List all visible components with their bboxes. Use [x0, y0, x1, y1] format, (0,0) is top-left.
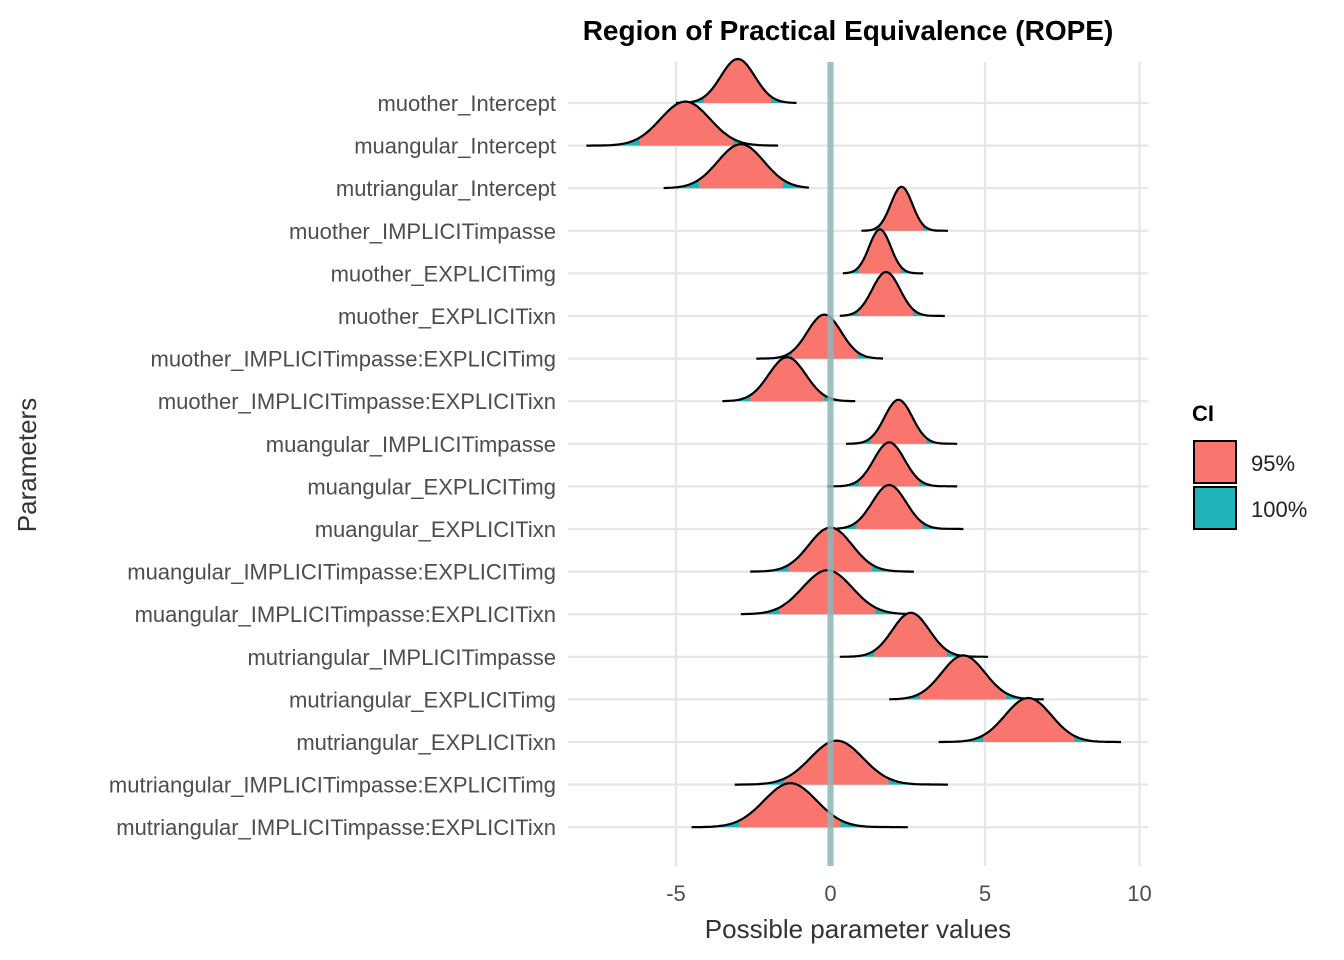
parameter-label: muother_IMPLICITimpasse:EXPLICITimg — [151, 347, 557, 372]
density-outline — [691, 782, 908, 829]
parameter-label: mutriangular_Intercept — [336, 176, 556, 201]
parameter-label: muother_EXPLICITixn — [338, 304, 556, 329]
ci-95-area — [920, 655, 1006, 700]
parameter-label: mutriangular_IMPLICITimpasse:EXPLICITixn — [116, 815, 556, 840]
legend-key-95 — [1193, 440, 1237, 484]
legend-title: CI — [1192, 401, 1214, 426]
parameter-label: muangular_IMPLICITimpasse:EXPLICITixn — [135, 602, 556, 627]
grid-lines — [568, 62, 1148, 866]
density-outline — [676, 57, 797, 104]
x-tick-label: 5 — [979, 881, 991, 906]
x-axis-title: Possible parameter values — [705, 914, 1011, 944]
ridge — [846, 398, 958, 445]
density-outline — [827, 441, 958, 488]
ci-95-area — [856, 485, 923, 529]
x-tick-labels: -5 0 5 10 — [666, 881, 1152, 906]
parameter-label: muother_EXPLICITimg — [331, 261, 556, 286]
parameter-label: muother_Intercept — [377, 91, 556, 116]
parameter-label: mutriangular_EXPLICITimg — [289, 687, 556, 712]
parameter-label: muother_IMPLICITimpasse — [289, 219, 556, 244]
ridge — [861, 185, 948, 232]
ci-95-area — [858, 229, 901, 274]
density-ridges — [586, 57, 1121, 829]
density-outline — [861, 185, 948, 232]
ridge — [734, 739, 948, 786]
ridge — [691, 782, 908, 829]
ci-95-area — [784, 740, 889, 785]
ci-95-area — [699, 144, 784, 189]
ridge — [722, 356, 856, 403]
density-outline — [756, 313, 883, 360]
parameter-label: muangular_EXPLICITimg — [307, 474, 556, 499]
density-outline — [663, 143, 809, 190]
parameter-label: muangular_IMPLICITimpasse — [266, 432, 556, 457]
ci-95-area — [704, 59, 772, 103]
density-outline — [586, 100, 779, 147]
ridge — [839, 611, 989, 658]
ci-95-area — [983, 698, 1075, 742]
parameter-label: muangular_Intercept — [354, 134, 556, 159]
ci-95-area — [791, 314, 858, 359]
rope-band — [827, 62, 834, 866]
ci-95-area — [874, 612, 947, 657]
legend-key-100 — [1193, 486, 1237, 530]
x-tick-label: -5 — [666, 881, 686, 906]
parameter-label: muangular_IMPLICITimpasse:EXPLICITimg — [127, 560, 556, 585]
ridge — [827, 441, 958, 488]
density-outline — [889, 654, 1044, 701]
ridge — [836, 483, 964, 531]
ci-95-area — [859, 442, 920, 487]
ridge — [740, 569, 914, 616]
ridge — [842, 228, 924, 275]
ci-95-area — [639, 101, 734, 146]
parameter-label: muother_IMPLICITimpasse:EXPLICITixn — [158, 389, 556, 414]
ridge — [663, 143, 809, 190]
x-tick-label: 0 — [824, 881, 836, 906]
parameter-label: mutriangular_IMPLICITimpasse:EXPLICITimg — [109, 773, 556, 798]
ci-95-area — [858, 272, 914, 316]
ridge — [676, 57, 797, 104]
ridge — [889, 654, 1044, 701]
ridge — [586, 100, 779, 147]
density-outline — [842, 228, 924, 275]
density-outline — [836, 483, 964, 531]
density-outline — [846, 398, 958, 445]
legend-label-100: 100% — [1251, 497, 1307, 522]
density-outline — [938, 696, 1121, 744]
x-tick-label: 10 — [1127, 881, 1151, 906]
legend-label-95: 95% — [1251, 451, 1295, 476]
density-outline — [740, 569, 914, 616]
parameter-labels: muother_Intercept muangular_Interceptmutr… — [109, 91, 556, 840]
parameter-label: mutriangular_IMPLICITimpasse — [247, 645, 556, 670]
ci-95-area — [880, 186, 923, 231]
density-outline — [734, 739, 948, 786]
parameter-label: mutriangular_EXPLICITixn — [296, 730, 556, 755]
ci-95-area — [739, 783, 841, 828]
chart-title: Region of Practical Equivalence (ROPE) — [583, 15, 1114, 46]
density-outline — [839, 270, 945, 318]
legend: CI 95% 100% — [1192, 401, 1307, 530]
ridge — [756, 313, 883, 360]
ci-95-area — [870, 399, 927, 444]
y-axis-title: Parameters — [12, 398, 42, 532]
ridge — [938, 696, 1121, 744]
ridge — [839, 270, 945, 318]
ci-95-area — [779, 570, 876, 615]
parameter-label: muangular_EXPLICITixn — [315, 517, 556, 542]
ci-95-area — [750, 357, 825, 402]
